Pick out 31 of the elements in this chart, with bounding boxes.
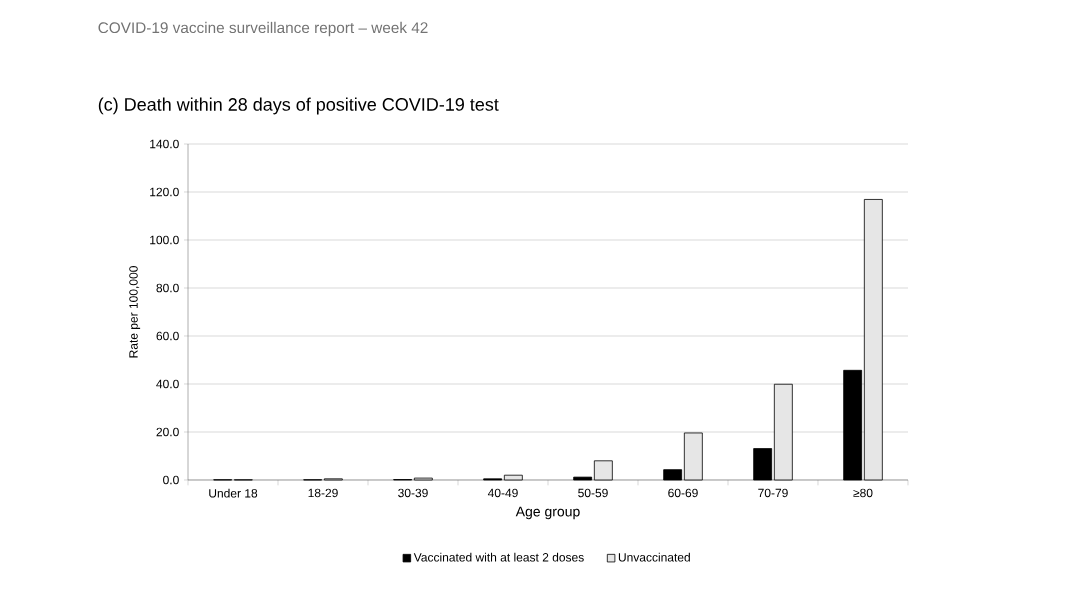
text: COVID-19 vaccine surveillance report – week 42 [98, 21, 428, 37]
x-tick-label: 30-39 [398, 488, 428, 498]
bar [683, 432, 703, 481]
bar [593, 460, 613, 481]
x-tick-label: 50-59 [578, 488, 608, 498]
x-tick-label: Under 18 [209, 488, 258, 498]
y-tick-label: 60.0 [156, 331, 179, 341]
y-axis-title: Rate per 100,000 [129, 266, 141, 358]
x-tick-label: 70-79 [758, 488, 788, 498]
bar [663, 469, 683, 481]
y-tick-label: 120.0 [150, 187, 179, 197]
bar [573, 476, 593, 481]
x-tick-label: 18-29 [308, 488, 338, 498]
x-tick-label: 40-49 [487, 488, 518, 498]
y-tick-label: 140.0 [150, 139, 179, 149]
x-axis-title: Age group [515, 506, 580, 520]
bar [863, 199, 883, 481]
legend-label: Vaccinated with at least 2 doses [413, 552, 584, 562]
bar [503, 474, 523, 481]
y-tick-label: 20.0 [156, 427, 179, 437]
bar [753, 448, 773, 481]
y-tick-label: 100.0 [150, 235, 179, 245]
chart-title: (c) Death within 28 days of positive COVID-19 test [98, 97, 499, 115]
legend-label: Unvaccinated [618, 552, 690, 562]
y-tick-label: 40.0 [156, 379, 179, 389]
y-tick-label: 80.0 [156, 283, 179, 293]
x-tick-label: ≥80 [853, 488, 873, 498]
bar [843, 369, 863, 481]
y-tick-label: 0.0 [163, 475, 179, 485]
bar [773, 383, 793, 481]
x-tick-label: 60-69 [668, 488, 698, 498]
